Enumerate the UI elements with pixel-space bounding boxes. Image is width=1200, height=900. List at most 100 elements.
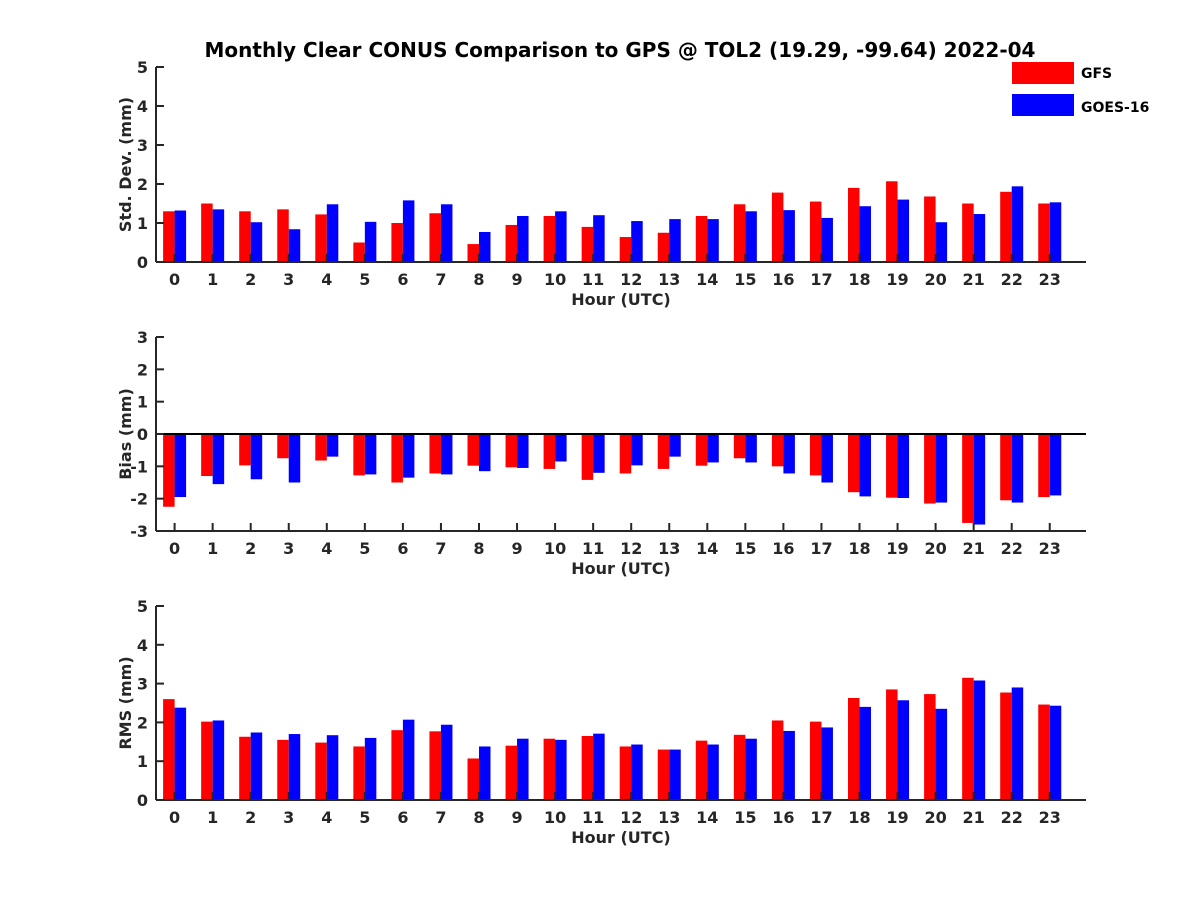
bar-gfs-hour-7	[429, 731, 441, 800]
bar-goes16-hour-5	[364, 221, 377, 262]
bar-goes16-hour-18	[859, 434, 871, 497]
y-tick-label: 3	[137, 328, 148, 347]
bar-goes16-hour-17	[821, 727, 833, 800]
bar-gfs-hour-1	[201, 434, 213, 477]
y-tick-label: 5	[137, 58, 148, 77]
x-tick-label: 15	[734, 539, 756, 558]
bar-gfs-hour-6	[391, 223, 403, 262]
x-tick-label: 4	[321, 539, 332, 558]
x-tick-label: 20	[924, 539, 946, 558]
y-axis-label: Std. Dev. (mm)	[116, 97, 135, 232]
y-tick-label: 1	[137, 752, 148, 771]
bar-goes16-hour-1	[212, 209, 225, 262]
x-tick-label: 16	[772, 808, 794, 827]
x-tick-label: 1	[207, 808, 218, 827]
bar-goes16-hour-4	[326, 204, 339, 262]
bar-gfs-hour-13	[657, 434, 670, 469]
x-tick-label: 6	[397, 270, 408, 289]
x-tick-label: 4	[321, 270, 332, 289]
legend-swatch-goes16	[1012, 94, 1074, 116]
x-tick-label: 17	[810, 270, 832, 289]
x-tick-label: 12	[620, 808, 642, 827]
bar-goes16-hour-10	[555, 739, 567, 800]
bar-gfs-hour-20	[924, 196, 936, 262]
x-tick-label: 0	[169, 539, 180, 558]
bar-goes16-hour-19	[897, 199, 910, 262]
bar-gfs-hour-15	[733, 434, 746, 459]
bar-goes16-hour-22	[1011, 687, 1024, 800]
bar-goes16-hour-9	[517, 215, 529, 262]
bar-goes16-hour-2	[250, 732, 263, 800]
bar-gfs-hour-4	[315, 434, 327, 461]
bar-gfs-hour-23	[1038, 704, 1050, 800]
bar-goes16-hour-19	[897, 434, 910, 499]
bar-goes16-hour-4	[326, 735, 339, 800]
bar-gfs-hour-5	[353, 746, 365, 800]
bar-goes16-hour-12	[631, 434, 643, 466]
bar-gfs-hour-9	[505, 224, 518, 262]
bar-gfs-hour-9	[505, 434, 518, 468]
x-tick-label: 13	[658, 539, 680, 558]
bar-goes16-hour-14	[707, 744, 719, 800]
legend: GFS GOES-16	[1012, 62, 1149, 116]
bar-gfs-hour-6	[391, 434, 403, 483]
bar-goes16-hour-6	[402, 200, 415, 262]
bar-gfs-hour-18	[848, 434, 860, 493]
bar-gfs-hour-5	[353, 242, 365, 262]
x-tick-label: 0	[169, 270, 180, 289]
x-tick-label: 7	[435, 808, 446, 827]
x-tick-label: 18	[848, 270, 870, 289]
bar-gfs-hour-11	[581, 226, 594, 262]
x-tick-label: 1	[207, 270, 218, 289]
y-tick-label: 3	[137, 675, 148, 694]
x-tick-label: 5	[359, 270, 370, 289]
bar-gfs-hour-0	[163, 211, 175, 262]
x-tick-label: 20	[924, 808, 946, 827]
bar-goes16-hour-8	[479, 746, 491, 800]
bar-goes16-hour-20	[935, 434, 948, 503]
bar-gfs-hour-22	[1000, 434, 1012, 501]
y-axis-label: Bias (mm)	[116, 388, 135, 480]
bar-gfs-hour-18	[848, 187, 860, 262]
bar-goes16-hour-21	[973, 214, 986, 262]
x-tick-label: 8	[473, 539, 484, 558]
bar-goes16-hour-9	[517, 738, 529, 800]
x-tick-label: 5	[359, 539, 370, 558]
bar-gfs-hour-17	[809, 434, 822, 476]
y-tick-label: -2	[130, 490, 148, 509]
bar-gfs-hour-19	[886, 181, 898, 262]
x-tick-label: 21	[963, 808, 985, 827]
bar-gfs-hour-10	[543, 215, 556, 262]
x-tick-label: 10	[544, 808, 566, 827]
bar-gfs-hour-21	[962, 203, 974, 262]
x-tick-label: 22	[1001, 270, 1023, 289]
bar-gfs-hour-2	[239, 211, 251, 262]
x-tick-label: 10	[544, 539, 566, 558]
bar-gfs-hour-10	[543, 434, 556, 469]
x-tick-label: 21	[963, 270, 985, 289]
legend-swatch-gfs	[1012, 62, 1074, 84]
x-tick-label: 9	[511, 270, 522, 289]
bar-goes16-hour-17	[821, 434, 833, 483]
bar-gfs-hour-1	[201, 721, 213, 800]
bar-gfs-hour-9	[505, 745, 518, 800]
bar-gfs-hour-5	[353, 434, 365, 476]
bar-gfs-hour-7	[429, 213, 441, 262]
bar-gfs-hour-14	[695, 434, 708, 466]
bar-goes16-hour-7	[440, 724, 453, 800]
y-tick-label: 0	[137, 253, 148, 272]
bar-goes16-hour-15	[745, 738, 757, 800]
bar-goes16-hour-6	[402, 434, 415, 478]
bar-gfs-hour-19	[886, 689, 898, 800]
bar-goes16-hour-3	[288, 434, 301, 483]
bar-gfs-hour-14	[695, 740, 708, 800]
y-tick-label: 2	[137, 360, 148, 379]
bar-gfs-hour-2	[239, 434, 251, 466]
y-axis-label: RMS (mm)	[116, 656, 135, 749]
bar-gfs-hour-17	[809, 721, 822, 800]
y-tick-label: 4	[137, 636, 148, 655]
bar-goes16-hour-20	[935, 222, 948, 262]
bar-gfs-hour-22	[1000, 692, 1012, 800]
